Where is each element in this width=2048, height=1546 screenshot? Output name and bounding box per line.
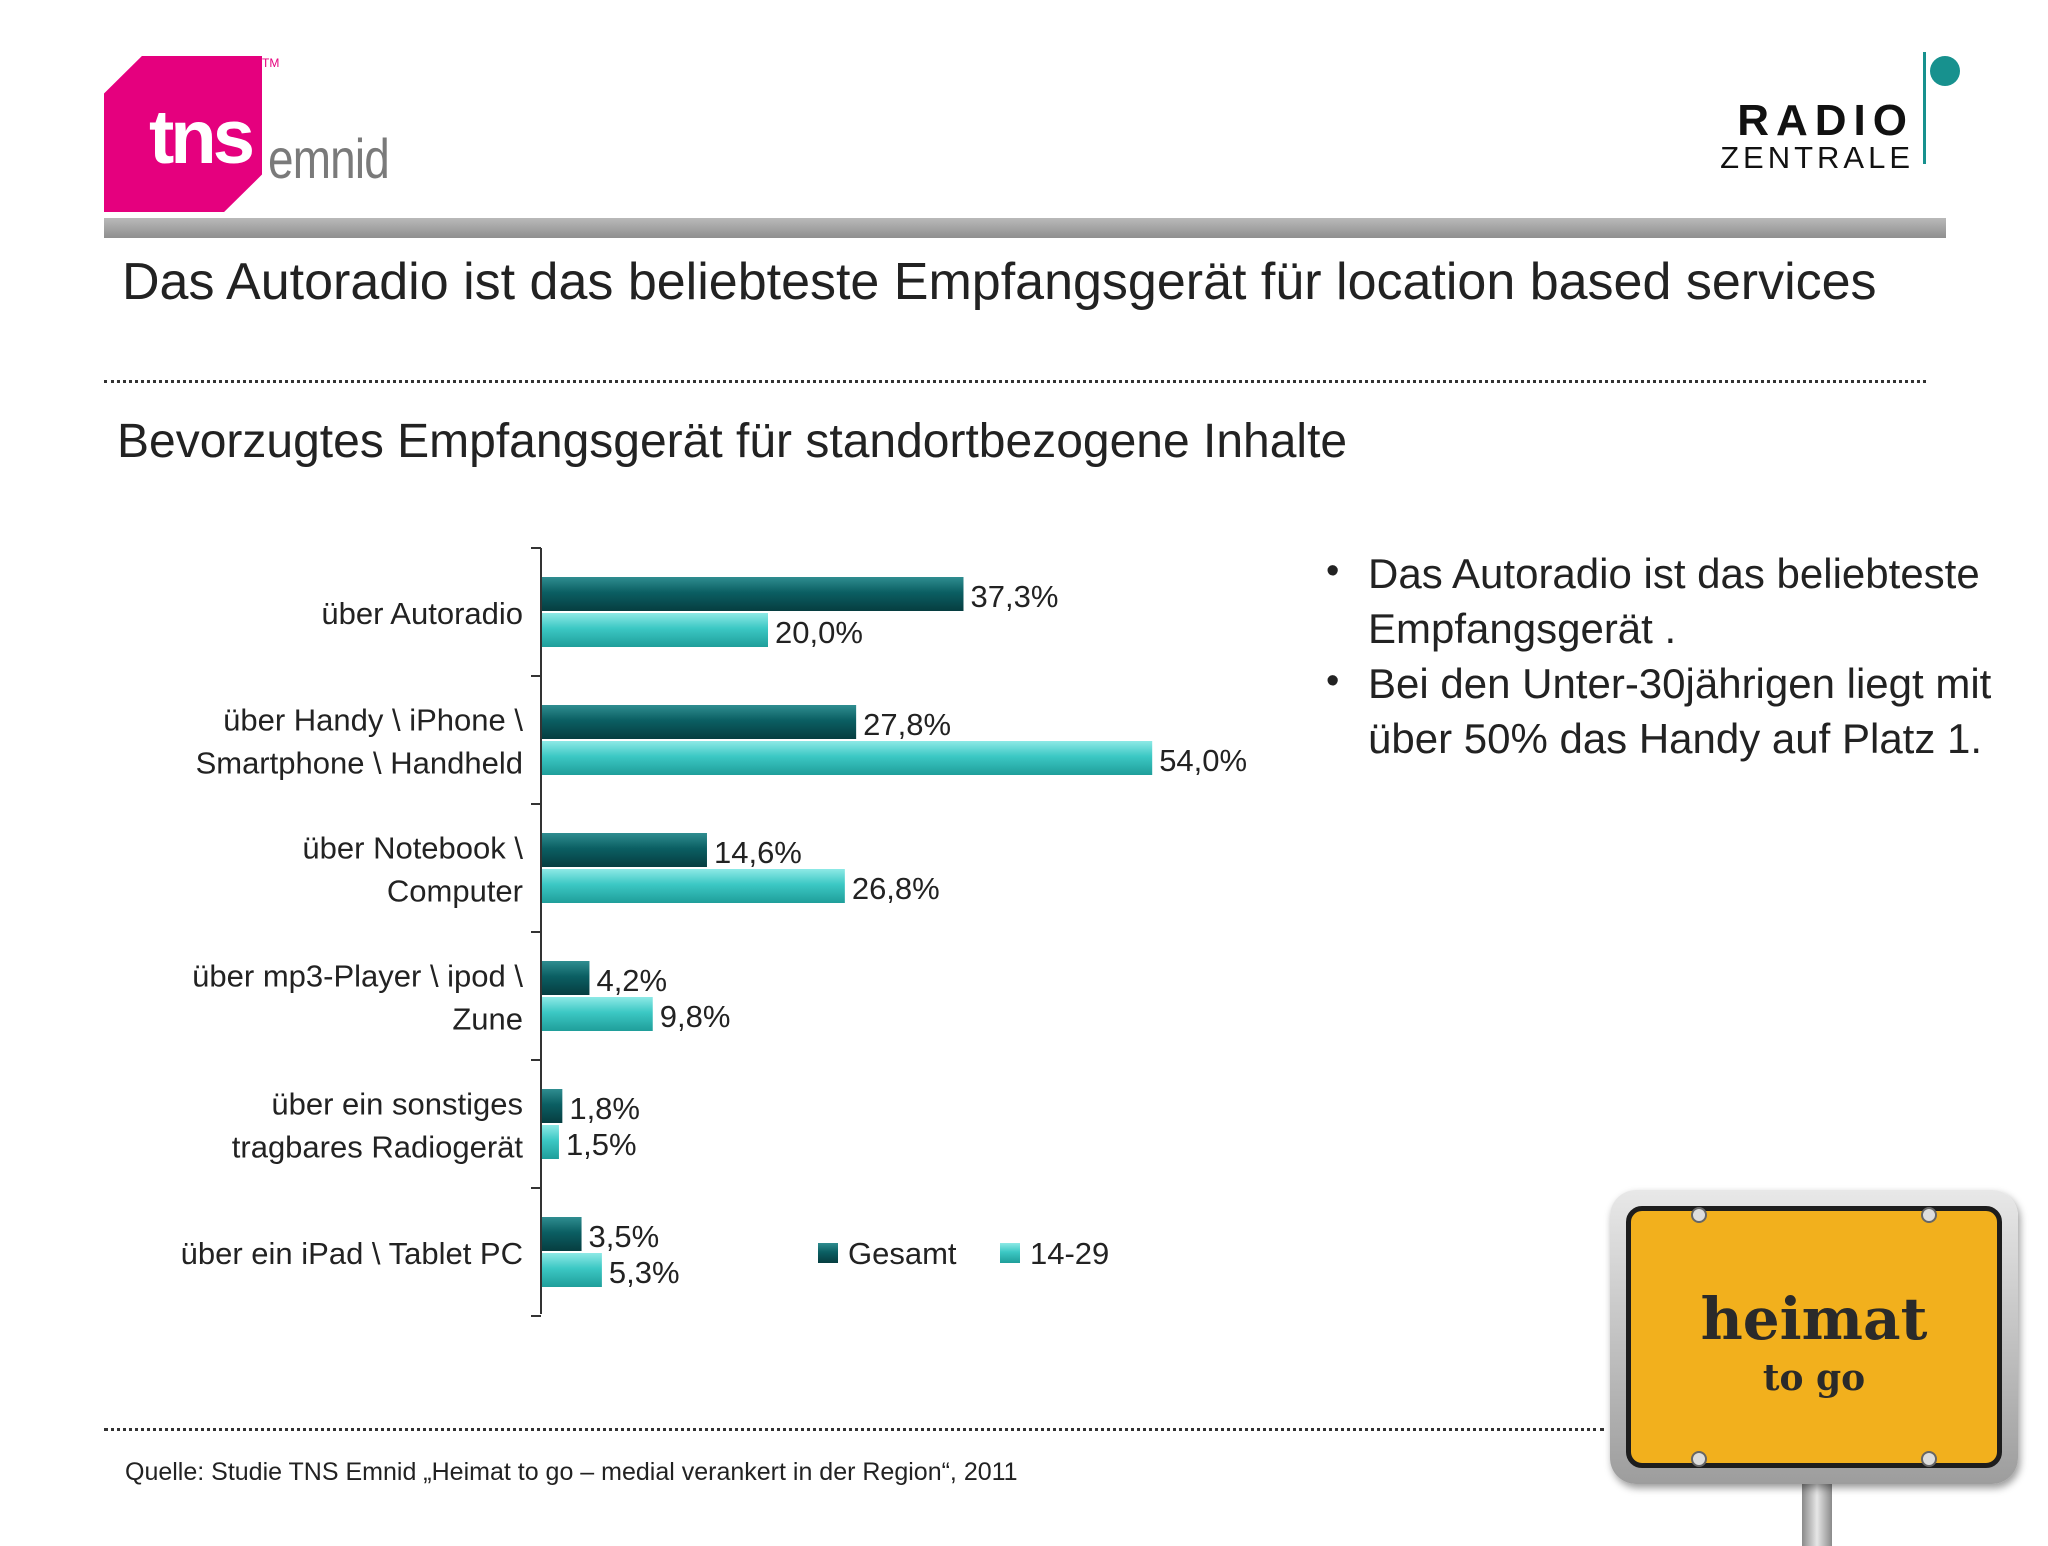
category-label: über ein iPad \ Tablet PC [181,1236,523,1271]
radiozentrale-logo-line [1923,52,1926,164]
tns-logo-block: tns [104,56,262,212]
title-dotted-divider [104,380,1926,383]
data-label: 26,8% [852,871,940,906]
header-divider-band [104,218,1946,238]
category-label: über Handy \ iPhone \ [223,703,523,738]
bar-gesamt [542,705,857,739]
legend-swatch [1000,1243,1020,1263]
trademark-mark: TM [262,56,280,70]
slide-title: Das Autoradio ist das beliebteste Empfan… [122,253,1877,311]
bar-14-29 [542,869,845,903]
radiozentrale-logo-line2: ZENTRALE [1720,140,1914,175]
sign-screw [1921,1207,1937,1223]
tns-logo-text: tns [149,94,255,180]
sign-face: heimat to go [1626,1206,2002,1468]
bar-14-29 [542,613,768,647]
radiozentrale-logo: RADIO ZENTRALE [1660,52,1960,175]
bar-chart: über Autoradio 37,3% 20,0% über Handy \ iPh… [0,530,1300,1330]
chart-subtitle: Bevorzugtes Empfangsgerät für standortbe… [117,415,1348,468]
data-label: 9,8% [660,999,731,1034]
bar-gesamt [542,961,590,995]
footer-dotted-divider [104,1428,1604,1431]
data-label: 27,8% [863,707,951,742]
emnid-logo-text: emnid [268,127,390,190]
bar-14-29 [542,1253,602,1287]
bar-gesamt [542,1089,563,1123]
heimat-to-go-sign: heimat to go [1604,1186,2024,1546]
category-label: Smartphone \ Handheld [196,746,523,781]
sign-screw [1921,1451,1937,1467]
sign-text-to-go: to go [1762,1357,1866,1399]
data-label: 5,3% [609,1255,680,1290]
bar-14-29 [542,1125,559,1159]
bullet-item: Bei den Unter-30jährigen liegt mit über … [1326,654,2006,766]
data-label: 14,6% [714,835,802,870]
radiozentrale-logo-dot [1930,56,1960,86]
bar-14-29 [542,741,1153,775]
sign-pole [1802,1476,1832,1546]
category-label: über Notebook \ [302,831,523,866]
bar-14-29 [542,997,653,1031]
tns-emnid-logo: tns TM emnid [104,56,404,216]
source-note: Quelle: Studie TNS Emnid „Heimat to go –… [125,1458,1018,1486]
legend-label: Gesamt [848,1236,957,1271]
category-label: über ein sonstiges [271,1087,523,1122]
bar-gesamt [542,1217,582,1251]
radiozentrale-logo-line1: RADIO [1737,96,1914,145]
sign-text-heimat: heimat [1700,1285,1928,1353]
legend-label: 14-29 [1030,1236,1109,1271]
legend-swatch [818,1243,838,1263]
bullet-item: Das Autoradio ist das beliebteste Empfan… [1326,544,2006,656]
data-label: 1,8% [569,1091,640,1126]
category-label: über Autoradio [321,596,523,631]
category-label: Computer [387,874,523,909]
key-findings-list: Das Autoradio ist das beliebteste Empfan… [1326,544,2006,766]
data-label: 4,2% [596,963,667,998]
category-label: über mp3-Player \ ipod \ [192,959,523,994]
data-label: 20,0% [775,615,863,650]
bar-gesamt [542,833,707,867]
bar-chart-svg: über Autoradio 37,3% 20,0% über Handy \ iPh… [181,547,1247,1317]
bar-gesamt [542,577,964,611]
category-label: tragbares Radiogerät [232,1130,524,1165]
category-label: Zune [452,1002,523,1037]
sign-screw [1691,1207,1707,1223]
sign-screw [1691,1451,1707,1467]
data-label: 1,5% [566,1127,637,1162]
data-label: 54,0% [1159,743,1247,778]
data-label: 37,3% [970,579,1058,614]
data-label: 3,5% [589,1219,660,1254]
